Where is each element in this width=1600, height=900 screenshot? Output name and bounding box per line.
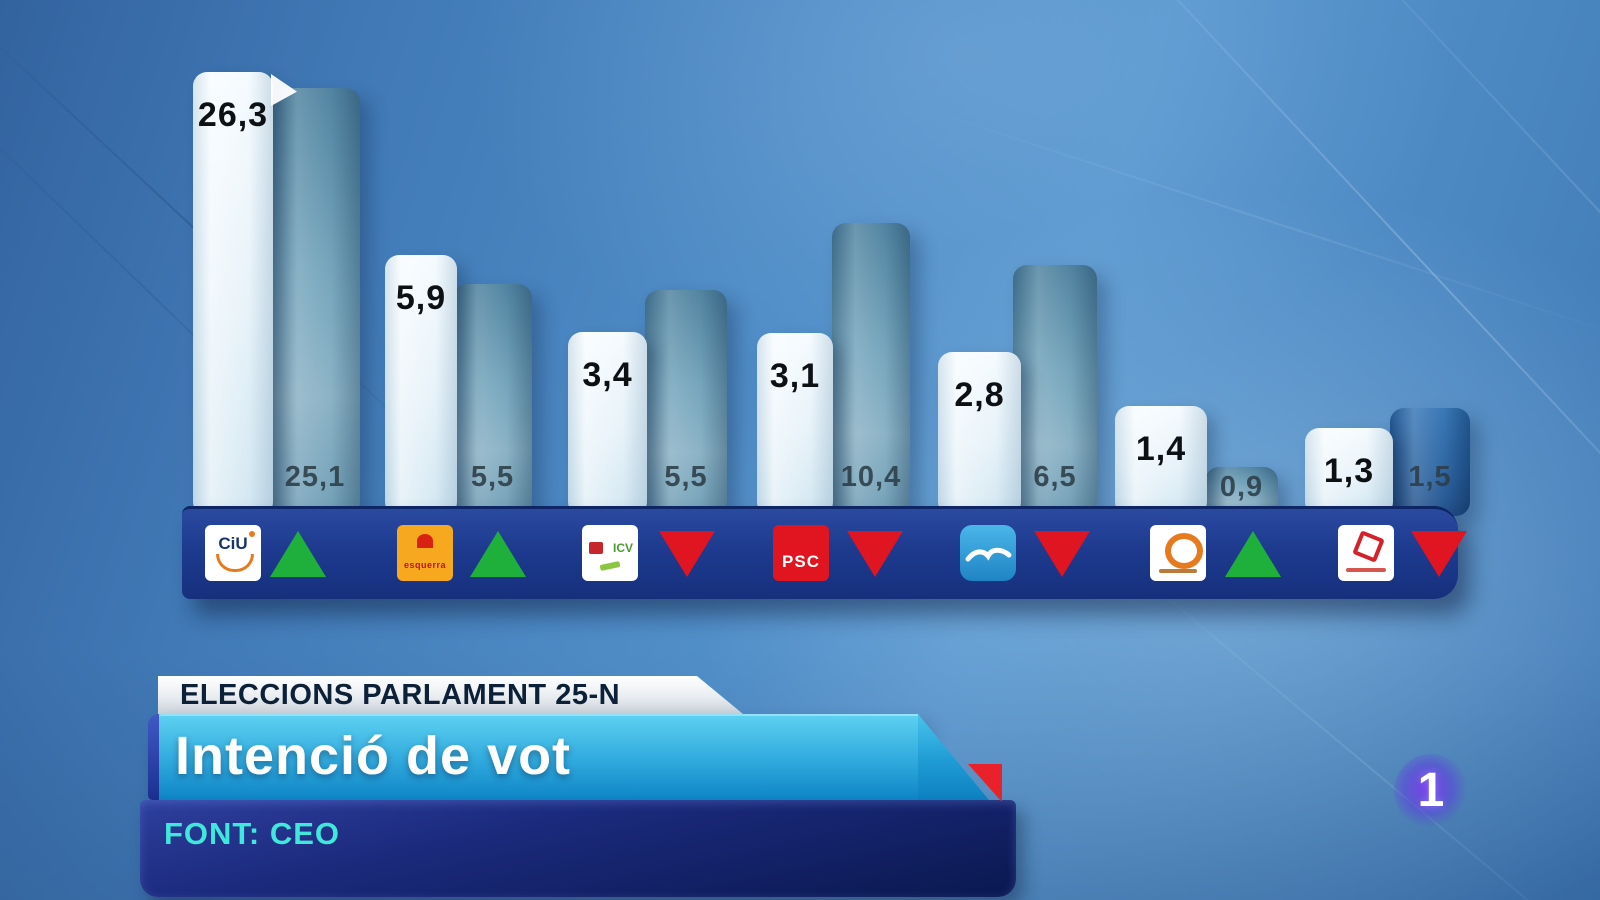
euia-mark-decoration [589,542,603,554]
new-value-label: 2,8 [954,376,1005,414]
title-bar-cap-decoration [918,714,989,800]
ciu-arc-decoration [216,554,254,572]
source-text: FONT: CEO [164,816,341,851]
ciu-logo-icon: CiU [205,525,261,581]
prev-value-label: 0,9 [1219,471,1264,503]
prev-value-label: 6,5 [1033,461,1077,493]
bar-prev-erc: 5,5 [453,284,532,516]
bar-new-pp: 2,8 [938,352,1021,516]
background-streak [899,100,1600,350]
trend-up-icon [470,531,526,577]
prev-value-label: 1,5 [1408,461,1452,493]
pp-logo-icon [960,525,1016,581]
new-value-label: 5,9 [395,279,447,317]
new-value-label: 3,1 [769,357,821,395]
bar-new-erc: 5,9 [385,255,457,516]
trend-down-icon [659,531,715,577]
ciu-logo-text: CiU [218,534,248,553]
bar-prev-si: 1,5 [1390,408,1470,516]
si-knot-decoration [1352,530,1385,563]
psc-logo-icon: PSC [773,525,829,581]
bar-new-si: 1,3 [1305,428,1393,516]
kicker-text: ELECCIONS PARLAMENT 25-N [180,679,621,711]
new-value-label: 1,4 [1135,430,1187,468]
bar-prev-pp: 6,5 [1013,265,1097,516]
title-bar-edge-decoration [148,714,159,800]
new-value-label: 1,3 [1323,452,1375,490]
psc-logo-text: PSC [782,552,820,571]
channel-number: 1 [1417,764,1445,817]
background-streak [1028,0,1600,719]
ciutadans-bubble-decoration [1165,533,1203,569]
trend-down-icon [847,531,903,577]
party-strip: CiU esquerra ICV PSC [182,506,1467,599]
icv-leaf-decoration [599,560,621,572]
si-text-decoration [1346,568,1386,572]
kicker-bar: ELECCIONS PARLAMENT 25-N [158,676,743,714]
trend-down-icon [1411,531,1467,577]
bar-new-icv: 3,4 [568,332,647,516]
trend-up-icon [1225,531,1281,577]
si-logo-icon [1338,525,1394,581]
source-bar: FONT: CEO [140,800,1016,897]
new-value-label: 26,3 [197,96,269,134]
prev-value-label: 5,5 [664,461,708,493]
ciutadans-text-decoration [1159,569,1197,573]
erc-logo-icon: esquerra [397,525,453,581]
trend-down-icon [1034,531,1090,577]
ciutadans-logo-icon [1150,525,1206,581]
bar-prev-ciu: 25,1 [270,88,360,516]
prev-value-label: 25,1 [284,461,346,493]
page-title: Intenció de vot [175,726,572,786]
icv-logo-icon: ICV [582,525,638,581]
bar-new-ciutadans: 1,4 [1115,406,1207,516]
trend-up-icon [270,531,326,577]
prev-value-label: 10,4 [840,461,902,493]
erc-logo-text: esquerra [403,560,447,570]
background-streak [1178,0,1600,713]
prev-value-label: 5,5 [470,461,515,493]
new-value-label: 3,4 [582,356,633,394]
bar-prev-icv: 5,5 [645,290,727,516]
icv-logo-text: ICV [612,541,633,555]
bar-new-ciu: 26,3 [193,72,297,516]
channel-1-badge: 1 [1394,754,1468,828]
title-bar: Intenció de vot [148,714,918,800]
ciu-star-decoration [249,531,255,537]
bar-prev-psc: 10,4 [832,223,910,516]
erc-sun-decoration [417,534,433,548]
pp-gull-decoration [965,547,1012,562]
badge-glow-decoration [1394,754,1468,828]
bar-new-psc: 3,1 [757,333,833,516]
